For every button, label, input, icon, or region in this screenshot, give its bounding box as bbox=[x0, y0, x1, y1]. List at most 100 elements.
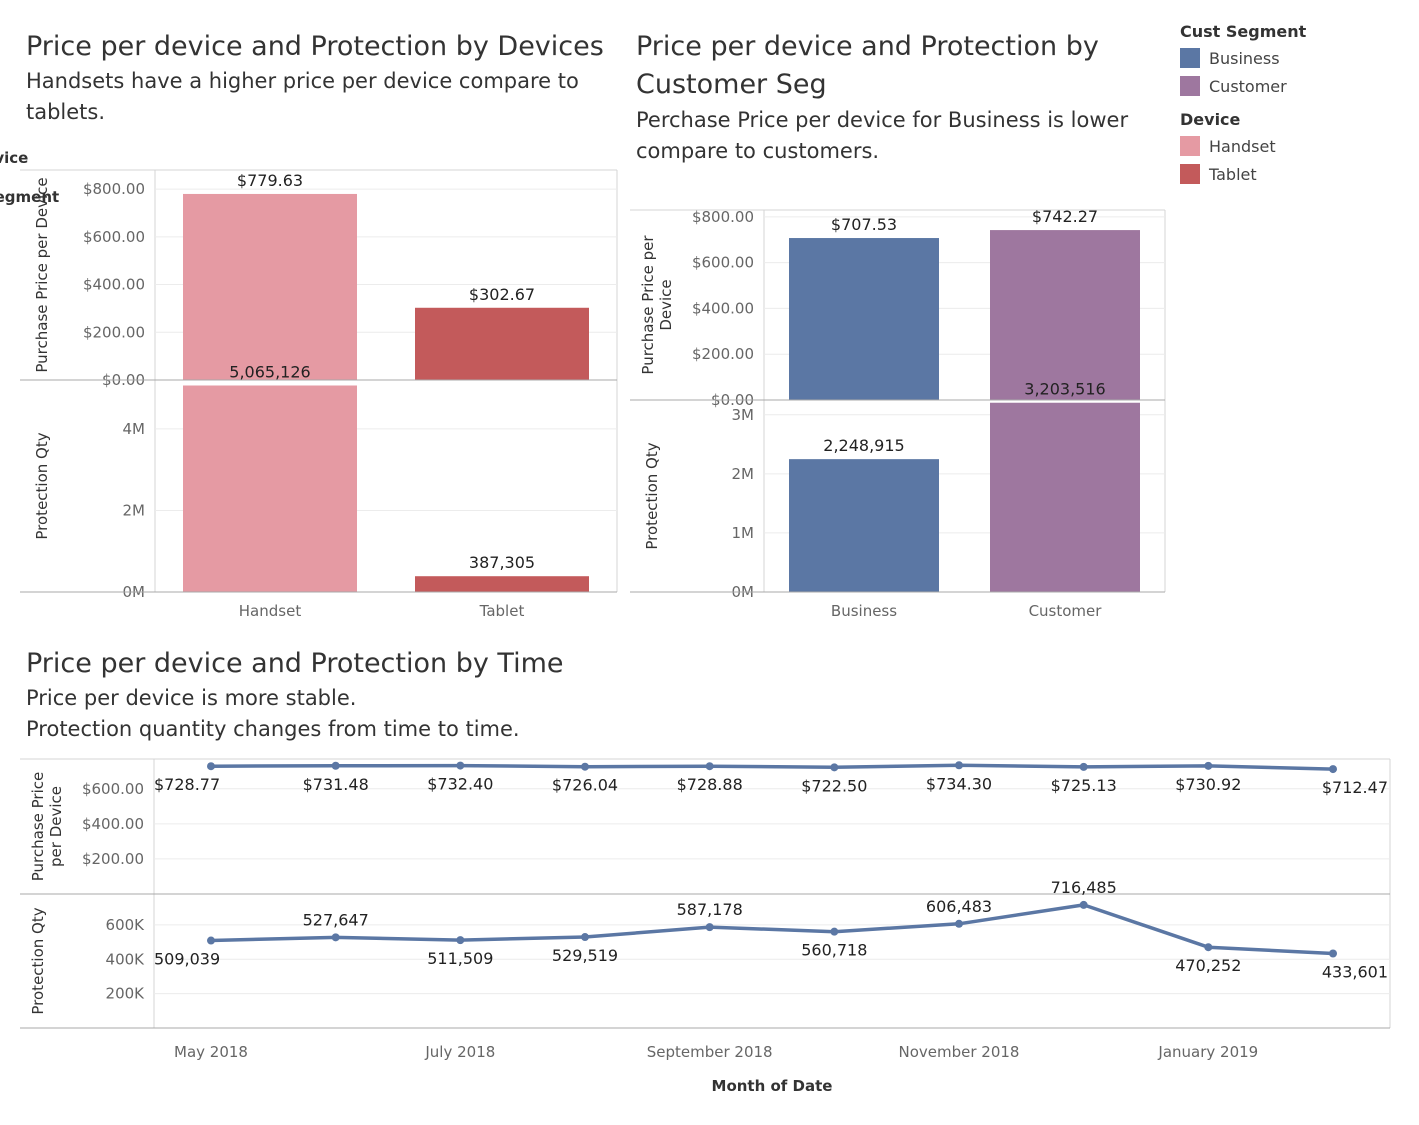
time-chart-top-data-label-8: $730.92 bbox=[1175, 775, 1241, 794]
device-chart-top-tick-label-1: $200.00 bbox=[83, 323, 145, 341]
segment-chart-bottom-data-label-business: 2,248,915 bbox=[823, 436, 904, 455]
segment-chart-top-bar-customer bbox=[990, 230, 1140, 400]
segment-chart-bottom-y-axis-title: Protection Qty bbox=[643, 442, 661, 549]
legend-label-handset: Handset bbox=[1209, 136, 1276, 156]
segment-chart-top-y-axis-title-line-1: Device bbox=[657, 279, 675, 330]
time-chart-top-data-label-4: $728.88 bbox=[677, 775, 743, 794]
legend-group-cust-segment: Cust Segment Business Customer bbox=[1180, 22, 1306, 100]
segment-chart-top-tick-label-3: $600.00 bbox=[692, 254, 754, 272]
time-chart-bottom-data-label-6: 606,483 bbox=[926, 897, 992, 916]
time-chart-top-point-1 bbox=[331, 761, 340, 770]
time-chart-top-point-4 bbox=[705, 762, 714, 771]
device-chart-bottom-tick-label-2: 4M bbox=[123, 420, 146, 438]
time-chart-top-tick-label-1: $400.00 bbox=[82, 815, 144, 833]
segment-chart-bottom-y-axis-title-line-0: Protection Qty bbox=[643, 442, 661, 549]
time-chart-bottom-point-2 bbox=[456, 936, 465, 945]
segment-chart-top-y-axis-title: Purchase Price perDevice bbox=[639, 235, 675, 375]
time-chart-bottom-tick-label-1: 400K bbox=[106, 950, 146, 968]
time-chart-bottom-point-7 bbox=[1079, 900, 1088, 909]
time-panel-subtitle-2: Protection quantity changes from time to… bbox=[26, 717, 520, 741]
time-chart-bottom-tick-label-2: 600K bbox=[106, 916, 146, 934]
segment-chart-top-data-label-business: $707.53 bbox=[831, 215, 897, 234]
time-chart-x-tick-label-1: July 2018 bbox=[424, 1043, 495, 1061]
device-chart-bottom-data-label-tablet: 387,305 bbox=[469, 553, 535, 572]
device-chart-top-tick-label-3: $600.00 bbox=[83, 228, 145, 246]
time-chart-top-point-6 bbox=[955, 761, 963, 770]
segment-chart-bottom-tick-label-3: 3M bbox=[732, 406, 755, 424]
time-chart-top-data-label-9: $712.47 bbox=[1322, 778, 1388, 797]
legend: Cust Segment Business Customer Device Ha… bbox=[1180, 22, 1306, 188]
legend-title-device: Device bbox=[1180, 110, 1241, 129]
time-chart-x-tick-label-3: November 2018 bbox=[899, 1043, 1020, 1061]
time-chart-bottom-point-4 bbox=[705, 923, 714, 932]
segment-chart-bottom-tick-label-2: 2M bbox=[732, 465, 755, 483]
time-chart-bottom-y-axis-title: Protection Qty bbox=[29, 907, 47, 1014]
segment-chart-bottom-data-label-customer: 3,203,516 bbox=[1024, 380, 1105, 399]
time-chart-bottom-data-label-1: 527,647 bbox=[303, 910, 369, 929]
time-chart-top-data-label-5: $722.50 bbox=[801, 776, 867, 795]
device-chart-top-y-axis-title: Purchase Price per Device bbox=[33, 177, 51, 372]
legend-item-handset[interactable]: Handset bbox=[1180, 132, 1306, 160]
legend-swatch-tablet bbox=[1180, 164, 1200, 184]
device-chart-top-data-label-tablet: $302.67 bbox=[469, 285, 535, 304]
time-chart-bottom-point-3 bbox=[581, 933, 589, 942]
time-chart-top-data-label-6: $734.30 bbox=[926, 774, 992, 793]
device-chart-top-bar-handset bbox=[183, 193, 357, 380]
segment-chart-column-header: Cust Segment bbox=[0, 188, 59, 206]
legend-item-business[interactable]: Business bbox=[1180, 44, 1306, 72]
time-chart-bottom-data-label-3: 529,519 bbox=[552, 946, 618, 965]
time-chart-bottom-point-9 bbox=[1329, 949, 1337, 958]
segment-chart-top-bar-business bbox=[789, 238, 939, 400]
time-chart-bottom-data-label-7: 716,485 bbox=[1051, 878, 1117, 897]
segment-chart-top-data-label-customer: $742.27 bbox=[1032, 207, 1098, 226]
device-chart-bottom-tick-label-1: 2M bbox=[123, 501, 146, 519]
time-chart-top-tick-label-0: $200.00 bbox=[82, 850, 144, 868]
segment-chart-category-label-business: Business bbox=[831, 602, 897, 620]
legend-item-tablet[interactable]: Tablet bbox=[1180, 160, 1306, 188]
device-chart-top-data-label-handset: $779.63 bbox=[237, 171, 303, 190]
time-chart-bottom-data-label-4: 587,178 bbox=[677, 900, 743, 919]
device-panel-title: Price per device and Protection by Devic… bbox=[26, 31, 604, 62]
time-chart-bottom-tick-label-0: 200K bbox=[106, 985, 146, 1003]
time-panel-title: Price per device and Protection by Time bbox=[26, 648, 564, 679]
time-chart-top-y-axis-title: Purchase Priceper Device bbox=[29, 772, 65, 881]
segment-chart-bottom-tick-label-1: 1M bbox=[732, 524, 755, 542]
segment-chart-top-y-axis-title-line-0: Purchase Price per bbox=[639, 235, 657, 375]
time-chart-bottom-data-label-5: 560,718 bbox=[801, 941, 867, 960]
device-chart-top-tick-label-2: $400.00 bbox=[83, 276, 145, 294]
device-chart-top-tick-label-4: $800.00 bbox=[83, 180, 145, 198]
time-chart-top-data-label-3: $726.04 bbox=[552, 776, 618, 795]
time-chart-bottom-point-0 bbox=[207, 936, 215, 945]
device-panel-subtitle: Handsets have a higher price per device … bbox=[26, 69, 579, 124]
segment-chart-top-tick-label-4: $800.00 bbox=[692, 208, 754, 226]
segment-chart-top-tick-label-1: $200.00 bbox=[692, 345, 754, 363]
segment-panel-title: Price per device and Protection by Custo… bbox=[636, 31, 1099, 100]
time-chart-top-series-line bbox=[210, 763, 1334, 771]
legend-swatch-handset bbox=[1180, 136, 1200, 156]
device-chart-bottom-bar-tablet bbox=[415, 576, 589, 592]
time-chart-top-point-2 bbox=[456, 761, 465, 770]
legend-label-business: Business bbox=[1209, 48, 1280, 68]
device-chart-category-label-handset: Handset bbox=[239, 602, 302, 620]
device-chart-category-label-tablet: Tablet bbox=[479, 602, 525, 620]
time-chart-top-y-axis-title-line-0: Purchase Price bbox=[29, 772, 47, 881]
time-chart-bottom-point-1 bbox=[331, 933, 340, 942]
legend-item-customer[interactable]: Customer bbox=[1180, 72, 1306, 100]
time-chart-top-y-axis-title-line-1: per Device bbox=[47, 786, 65, 867]
time-chart-top-data-label-2: $732.40 bbox=[427, 775, 493, 794]
time-chart-top-data-label-7: $725.13 bbox=[1051, 776, 1117, 795]
legend-title-cust-segment: Cust Segment bbox=[1180, 22, 1307, 41]
device-chart-bottom-y-axis-title-line-0: Protection Qty bbox=[33, 432, 51, 539]
segment-chart-bottom-bar-business bbox=[789, 459, 939, 592]
device-chart-top-bar-tablet bbox=[415, 307, 589, 380]
legend-group-device: Device Handset Tablet bbox=[1180, 110, 1306, 188]
device-chart-top-y-axis-title-line-0: Purchase Price per Device bbox=[33, 177, 51, 372]
segment-panel-subtitle: Perchase Price per device for Business i… bbox=[636, 108, 1129, 163]
segment-chart-category-label-customer: Customer bbox=[1029, 602, 1103, 620]
device-chart-bottom-bar-handset bbox=[183, 385, 357, 592]
time-chart-top-point-3 bbox=[581, 762, 589, 771]
segment-chart-top-tick-label-2: $400.00 bbox=[692, 299, 754, 317]
time-panel-subtitle-1: Price per device is more stable. bbox=[26, 686, 357, 710]
time-chart-x-tick-label-4: January 2019 bbox=[1157, 1043, 1258, 1061]
